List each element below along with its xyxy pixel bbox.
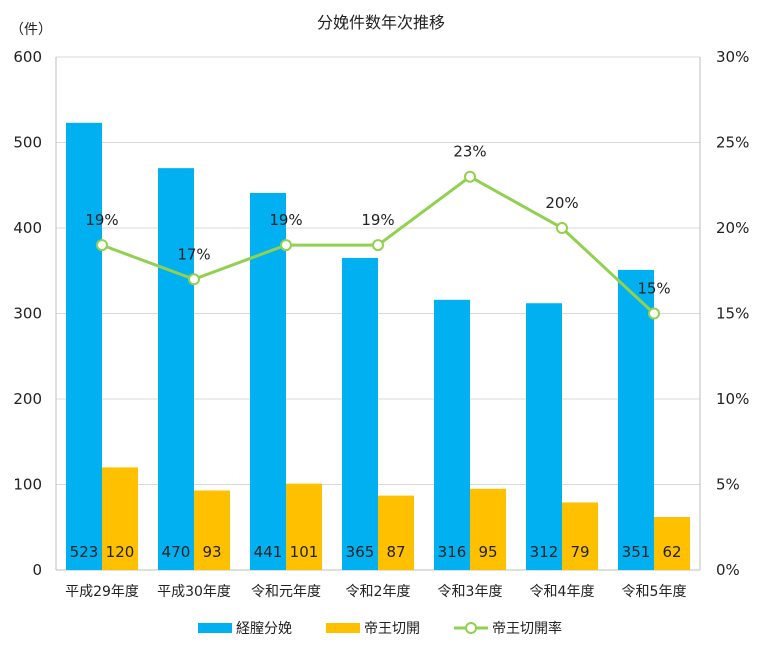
bar-data-label: 441: [254, 543, 283, 561]
y-left-tick-label: 500: [13, 134, 42, 152]
bar-cesarean: [562, 502, 598, 570]
bar-data-label: 523: [70, 543, 99, 561]
rate-point: [280, 239, 292, 252]
rate-data-label: 15%: [637, 280, 670, 298]
rate-point: [372, 239, 384, 252]
bar-data-label: 79: [570, 543, 589, 561]
x-tick-label: 平成29年度: [65, 584, 139, 600]
y-left-tick-label: 600: [13, 48, 42, 66]
y-left-tick-label: 200: [13, 390, 42, 408]
bar-cesarean: [378, 495, 414, 570]
y-unit-label: （件）: [10, 22, 52, 38]
bar-data-label: 351: [622, 543, 651, 561]
bar-vaginal: [158, 168, 194, 570]
x-tick-label: 令和元年度: [251, 584, 321, 600]
y-right-tick-label: 30%: [716, 48, 749, 66]
x-tick-label: 令和5年度: [622, 584, 687, 600]
rate-data-label: 19%: [269, 211, 302, 229]
bar-cesarean: [194, 490, 230, 570]
bar-vaginal: [434, 299, 470, 570]
x-tick-label: 令和2年度: [346, 584, 411, 600]
bar-cesarean: [286, 483, 322, 570]
bar-vaginal: [250, 192, 286, 570]
rate-point: [464, 170, 476, 183]
y-right-tick-label: 0%: [716, 561, 740, 579]
bar-cesarean: [470, 488, 506, 570]
legend-marker: [465, 622, 477, 634]
y-right-tick-label: 5%: [716, 476, 740, 494]
y-left-tick-label: 300: [13, 305, 42, 323]
bar-data-label: 62: [662, 543, 681, 561]
y-right-tick-label: 10%: [716, 390, 749, 408]
x-tick-label: 令和3年度: [438, 584, 503, 600]
bar-data-label: 120: [106, 543, 135, 561]
rate-point: [648, 307, 660, 320]
x-tick-label: 令和4年度: [530, 584, 595, 600]
y-right-tick-label: 20%: [716, 219, 749, 237]
legend-label: 帝王切開: [364, 621, 420, 637]
legend-swatch: [198, 623, 232, 633]
bar-data-label: 312: [530, 543, 559, 561]
legend-label: 経膣分娩: [236, 620, 292, 637]
legend-label: 帝王切開率: [492, 620, 562, 637]
rate-data-label: 19%: [361, 211, 394, 229]
bar-data-label: 95: [478, 543, 497, 561]
bar-data-label: 87: [386, 543, 405, 561]
bar-data-label: 101: [290, 543, 319, 561]
y-right-tick-label: 25%: [716, 134, 749, 152]
y-right-tick-label: 15%: [716, 305, 749, 323]
bar-data-label: 93: [202, 543, 221, 561]
chart-title: 分娩件数年次推移: [317, 13, 445, 32]
rate-data-label: 20%: [545, 194, 578, 212]
rate-point: [556, 222, 568, 234]
bar-cesarean: [654, 516, 690, 570]
bar-vaginal: [342, 257, 378, 570]
y-left-tick-label: 100: [13, 476, 42, 494]
bar-cesarean: [102, 467, 138, 570]
bar-vaginal: [526, 303, 562, 570]
bar-data-label: 316: [438, 543, 467, 561]
bar-data-label: 365: [346, 543, 375, 561]
rate-point: [96, 239, 108, 252]
rate-data-label: 17%: [177, 245, 210, 263]
bar-data-label: 470: [162, 543, 191, 561]
y-left-tick-label: 0: [32, 561, 42, 579]
rate-data-label: 23%: [453, 143, 486, 161]
legend-swatch: [326, 623, 360, 633]
rate-data-label: 19%: [85, 211, 118, 229]
x-tick-label: 平成30年度: [157, 584, 231, 600]
bar-vaginal: [618, 269, 654, 570]
y-left-tick-label: 400: [13, 219, 42, 237]
rate-point: [188, 273, 200, 286]
bar-vaginal: [66, 122, 102, 571]
